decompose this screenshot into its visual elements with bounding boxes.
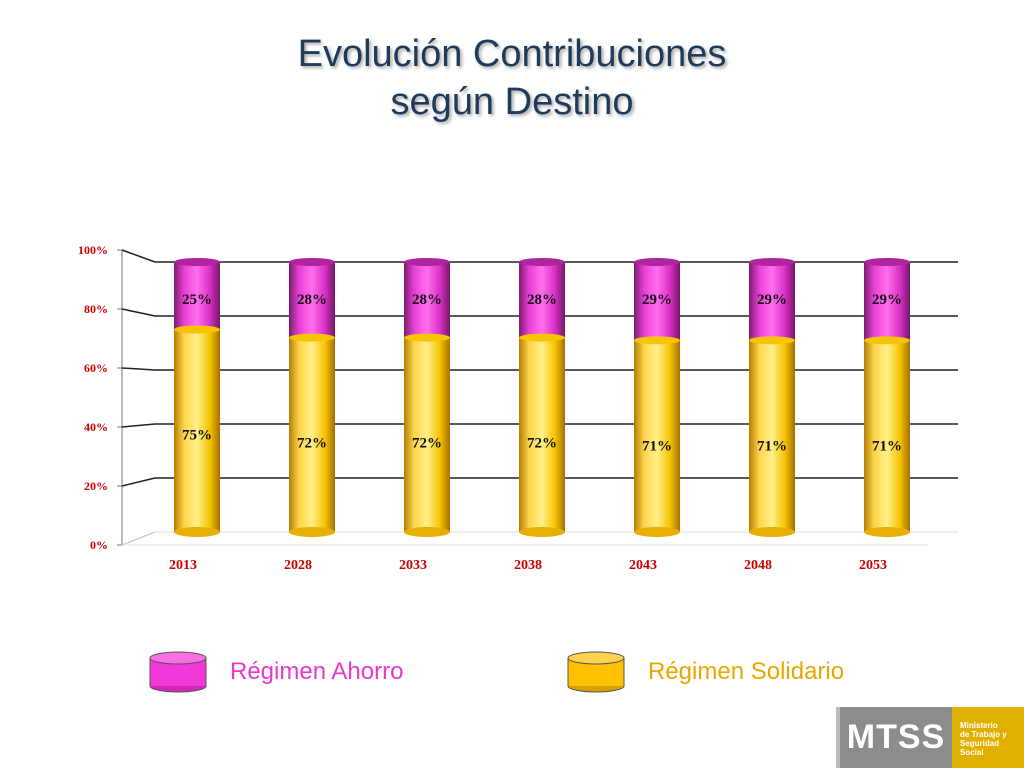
bar-segment-divider (289, 333, 335, 342)
bar-solidario (174, 329, 220, 532)
y-tick-label: 60% (84, 361, 108, 375)
bar-solidario-base (634, 527, 680, 537)
bar-segment-divider (404, 333, 450, 342)
bar-ahorro-top (519, 258, 565, 266)
bar-ahorro-top (174, 258, 220, 266)
x-tick-label: 2033 (399, 558, 427, 573)
gridline-slant (121, 367, 156, 371)
bar-solidario-base (404, 527, 450, 537)
x-tick-label: 2048 (744, 558, 772, 573)
x-tick-label: 2043 (629, 558, 657, 573)
data-label-ahorro: 25% (182, 292, 212, 308)
data-label-solidario: 71% (872, 438, 902, 454)
gridline-slant (121, 423, 156, 428)
bar-solidario (749, 340, 795, 532)
bar-solidario-base (519, 527, 565, 537)
gridline-slant (121, 308, 156, 317)
data-label-solidario: 72% (412, 436, 442, 452)
legend-swatch-ahorro (149, 651, 207, 693)
bar-ahorro (519, 262, 565, 338)
data-label-solidario: 71% (642, 438, 672, 454)
bar-segment-divider (634, 336, 680, 345)
bar-segment-divider (749, 336, 795, 345)
data-label-ahorro: 28% (412, 292, 442, 308)
data-label-ahorro: 28% (297, 292, 327, 308)
gridline-slant (121, 249, 156, 263)
logo-line-1: Ministerio (960, 721, 998, 730)
data-label-solidario: 71% (757, 438, 787, 454)
data-label-ahorro: 29% (757, 292, 787, 308)
logo-ministry-name: Ministerio de Trabajo y Seguridad Social (952, 707, 1024, 768)
bar-ahorro-top (404, 258, 450, 266)
logo-line-4: Social (960, 748, 984, 757)
bar-segment-divider (864, 336, 910, 345)
bar-solidario-base (749, 527, 795, 537)
data-label-solidario: 72% (297, 436, 327, 452)
bar-solidario (519, 337, 565, 532)
data-label-ahorro: 28% (527, 292, 557, 308)
bar-solidario (404, 337, 450, 532)
y-tick-label: 80% (84, 302, 108, 316)
y-tick-label: 0% (90, 538, 108, 552)
logo-line-3: Seguridad (960, 739, 1000, 748)
logo-acronym: MTSS (836, 707, 952, 768)
legend-label-ahorro: Régimen Ahorro (230, 658, 404, 685)
bar-solidario (634, 340, 680, 532)
x-tick-label: 2038 (514, 558, 542, 573)
x-tick-label: 2028 (284, 558, 312, 573)
slide-title: Evolución Contribuciones según Destino (0, 30, 1024, 126)
bar-ahorro-top (864, 258, 910, 266)
legend-label-solidario: Régimen Solidario (648, 658, 845, 685)
bars (174, 258, 910, 537)
bar-ahorro-top (749, 258, 795, 266)
data-label-solidario: 72% (527, 436, 557, 452)
stacked-bar-chart: 0%20%40%60%80%100% 25%75%201328%72%20282… (78, 243, 958, 573)
bar-solidario (864, 340, 910, 532)
x-tick-label: 2013 (169, 558, 197, 573)
bar-segment-divider (174, 325, 220, 334)
bar-solidario-base (174, 527, 220, 537)
bar-solidario-base (864, 527, 910, 537)
x-tick-label: 2053 (859, 558, 887, 573)
gridline-slant (121, 477, 156, 487)
y-tick-label: 100% (78, 243, 108, 257)
bar-segment-divider (519, 333, 565, 342)
bar-ahorro-top (289, 258, 335, 266)
y-tick-label: 20% (84, 479, 108, 493)
bar-ahorro (634, 262, 680, 341)
floor-edge (121, 531, 156, 546)
y-tick-label: 40% (84, 420, 108, 434)
data-label-ahorro: 29% (642, 292, 672, 308)
bar-ahorro (749, 262, 795, 341)
legend-item-ahorro: Régimen Ahorro (148, 648, 403, 696)
data-labels: 25% 75% 2013 28% 72% 2028 28% 72% 2033 28% 72% 2038… (169, 292, 902, 573)
bar-ahorro-top (634, 258, 680, 266)
bar-ahorro (289, 262, 335, 338)
slide-title-line-2: según Destino (390, 81, 634, 123)
legend-swatch-solidario (567, 651, 625, 693)
logo-line-2: de Trabajo y (960, 730, 1007, 739)
bar-ahorro (864, 262, 910, 341)
bar-ahorro (404, 262, 450, 338)
slide-title-line-1: Evolución Contribuciones (297, 33, 727, 75)
bar-solidario (289, 337, 335, 532)
data-label-ahorro: 29% (872, 292, 902, 308)
data-label-solidario: 75% (182, 428, 212, 444)
legend-item-solidario: Régimen Solidario (566, 648, 844, 696)
mtss-logo: MTSS Ministerio de Trabajo y Seguridad S… (836, 707, 1024, 768)
y-axis: 0% 20% 40% 60% 80% 100% (78, 243, 958, 552)
bar-solidario-base (289, 527, 335, 537)
bar-ahorro (174, 262, 220, 330)
